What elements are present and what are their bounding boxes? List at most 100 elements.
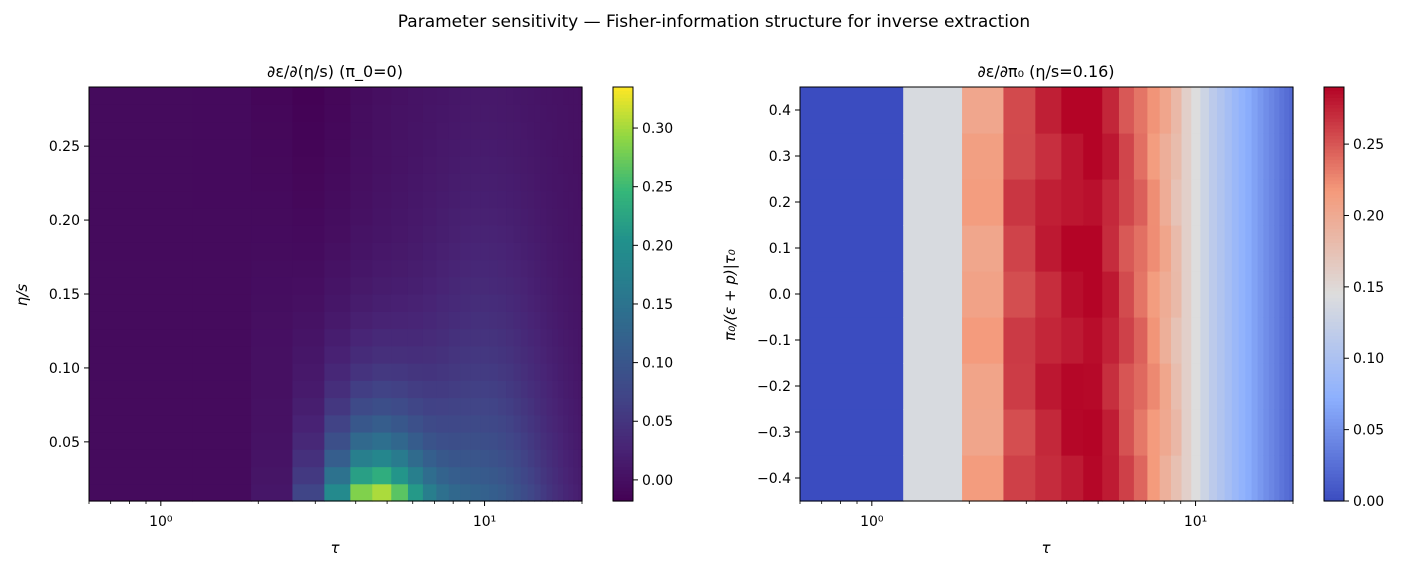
heatmap-cell [497, 207, 507, 226]
heatmap-cell [192, 431, 252, 450]
heatmap-cell [350, 259, 373, 278]
heatmap-cell [506, 224, 515, 243]
heatmap-cell [251, 173, 294, 192]
colorbar-segment [1324, 318, 1344, 323]
heatmap-cell [520, 242, 529, 261]
colorbar-segment [613, 452, 633, 457]
colorbar-tick-label: 0.05 [642, 414, 673, 430]
heatmap-cell [557, 173, 564, 192]
heatmap-cell [1159, 225, 1172, 272]
heatmap-cell [1251, 179, 1259, 226]
heatmap-cell [1217, 225, 1226, 272]
heatmap-cell [540, 363, 548, 381]
heatmap-cell [324, 276, 351, 295]
heatmap-cell [1147, 317, 1161, 364]
heatmap-cell [372, 431, 392, 450]
heatmap-cell [1171, 225, 1183, 272]
colorbar-segment [1324, 259, 1344, 264]
colorbar-segment [1324, 193, 1344, 198]
heatmap-cell [962, 271, 1005, 318]
colorbar-segment [1324, 328, 1344, 333]
heatmap-cell [1159, 271, 1172, 318]
heatmap-cell [1061, 225, 1084, 272]
colorbar-segment [613, 304, 633, 309]
colorbar-segment [1324, 342, 1344, 347]
heatmap-cell [1191, 133, 1201, 180]
heatmap-cell [1133, 409, 1148, 456]
heatmap-cell [422, 294, 437, 312]
colorbar-segment [1324, 87, 1344, 92]
heatmap-cell [407, 242, 424, 261]
heatmap-cell [527, 397, 535, 416]
heatmap-cell [962, 133, 1005, 180]
heatmap-cell [391, 431, 409, 450]
colorbar-segment [613, 428, 633, 433]
colorbar-tick-label: 0.05 [1353, 423, 1384, 439]
colorbar-segment [613, 118, 633, 123]
colorbar-segment [613, 390, 633, 395]
heatmap-cell [1231, 225, 1240, 272]
heatmap-cell [1133, 363, 1148, 410]
colorbar-segment [1324, 128, 1344, 133]
heatmap-cell [573, 363, 579, 381]
x-tick-label: 10¹ [1184, 514, 1207, 530]
colorbar-segment [1324, 366, 1344, 371]
heatmap-cell [506, 276, 515, 295]
colorbar-segment [1324, 152, 1344, 157]
colorbar-segment [613, 314, 633, 319]
heatmap-cell [1171, 363, 1183, 410]
colorbar-segment [613, 425, 633, 430]
heatmap-cell [1118, 225, 1135, 272]
x-axis-ticks: 10⁰ 10¹ [799, 501, 1294, 530]
heatmap-cell [1289, 225, 1294, 272]
heatmap-cell [962, 409, 1005, 456]
heatmap-cell [520, 259, 529, 278]
heatmap-cell [324, 483, 351, 502]
heatmap-cell [573, 483, 579, 502]
heatmap-cell [573, 121, 579, 140]
y-tick-label: −0.4 [757, 471, 791, 487]
panel-title: ∂ε/∂π₀ (η/s=0.16) [977, 62, 1114, 81]
heatmap-cell [540, 328, 548, 347]
heatmap-cell [372, 449, 392, 468]
heatmap-cell [1257, 87, 1264, 134]
heatmap-cell [513, 431, 522, 450]
heatmap-cell [534, 224, 542, 243]
heatmap-cell [324, 431, 351, 450]
colorbar-segment [1324, 497, 1344, 502]
heatmap-cell [292, 224, 325, 243]
heatmap-cell [1224, 179, 1233, 226]
colorbar-segment [1324, 325, 1344, 330]
heatmap-cell [568, 242, 574, 261]
heatmap-cell [506, 87, 515, 105]
heatmap-cell [1274, 271, 1280, 318]
heatmap-cell [520, 173, 529, 192]
colorbar-segment [1324, 400, 1344, 405]
y-tick-label: 0.10 [49, 361, 80, 377]
heatmap-cell [513, 87, 522, 105]
heatmap-cell [470, 397, 481, 416]
y-tick-label: 0.15 [49, 287, 80, 303]
heatmap-cell [292, 397, 325, 416]
heatmap-cell [448, 242, 461, 261]
heatmap-cell [563, 276, 569, 295]
y-axis-ticks: 0.05 0.10 0.15 0.20 0.25 [49, 139, 89, 451]
heatmap-cell [350, 87, 373, 105]
heatmap-cell [1208, 409, 1218, 456]
heatmap-cell [568, 449, 574, 468]
panel-pi0-sensitivity: ∂ε/∂π₀ (η/s=0.16) 10⁰ 10¹ −0.4−0.3−0.2−0.… [721, 62, 1384, 557]
heatmap-cell [540, 414, 548, 433]
figure-suptitle: Parameter sensitivity — Fisher-informati… [398, 12, 1030, 32]
heatmap-cell [460, 156, 472, 174]
heatmap-cell [1257, 317, 1264, 364]
heatmap-cell [1245, 409, 1253, 456]
heatmap-cell [513, 311, 522, 330]
heatmap-cell [527, 311, 535, 330]
colorbar-segment [613, 114, 633, 119]
colorbar-segment [613, 356, 633, 361]
heatmap-cell [578, 173, 583, 192]
heatmap-cell [89, 414, 193, 433]
heatmap-cell [324, 328, 351, 347]
heatmap-cell [552, 449, 559, 468]
heatmap-cell [292, 156, 325, 174]
